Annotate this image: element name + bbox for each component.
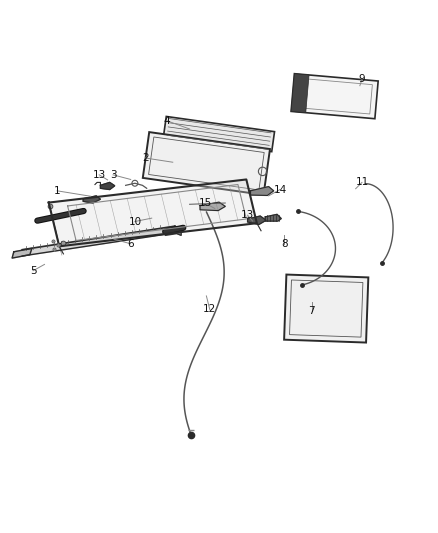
Text: 6: 6 <box>127 239 134 249</box>
Text: 2: 2 <box>142 153 149 163</box>
Text: 1: 1 <box>54 186 60 196</box>
Polygon shape <box>22 226 175 256</box>
Text: 7: 7 <box>308 305 315 316</box>
Polygon shape <box>12 248 32 258</box>
Text: 11: 11 <box>355 177 369 188</box>
Text: 3: 3 <box>110 170 117 180</box>
Text: 13: 13 <box>241 210 254 220</box>
Text: 5: 5 <box>30 266 36 276</box>
Polygon shape <box>200 202 225 211</box>
Text: 14: 14 <box>273 184 286 195</box>
Text: 4: 4 <box>163 116 170 126</box>
Text: 9: 9 <box>359 75 365 84</box>
Polygon shape <box>247 216 266 224</box>
Polygon shape <box>251 187 274 196</box>
Polygon shape <box>291 74 378 119</box>
Polygon shape <box>284 274 368 343</box>
Text: 12: 12 <box>203 304 216 314</box>
Polygon shape <box>83 196 100 203</box>
Text: 15: 15 <box>199 198 212 208</box>
Polygon shape <box>49 180 257 246</box>
Text: 10: 10 <box>128 216 141 227</box>
Polygon shape <box>163 116 275 152</box>
Text: 13: 13 <box>92 170 106 180</box>
Polygon shape <box>143 132 270 195</box>
Polygon shape <box>175 226 181 236</box>
Polygon shape <box>265 214 281 221</box>
Polygon shape <box>164 228 176 236</box>
Text: 8: 8 <box>281 239 287 249</box>
Polygon shape <box>100 182 115 190</box>
Polygon shape <box>291 74 309 112</box>
